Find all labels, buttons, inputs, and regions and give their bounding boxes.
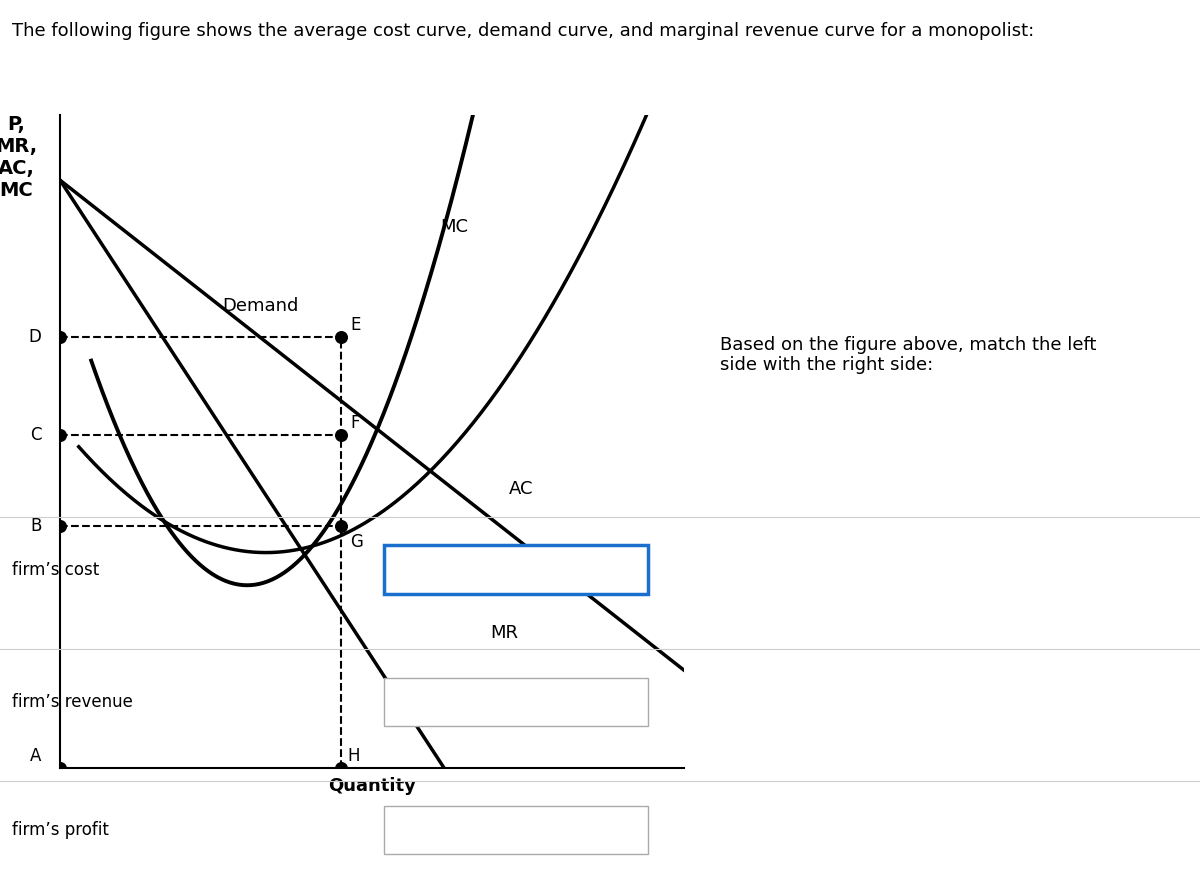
Point <box>331 330 350 344</box>
Text: B: B <box>30 517 41 535</box>
Text: AC: AC <box>509 479 534 498</box>
Y-axis label: P,
MR,
AC,
MC: P, MR, AC, MC <box>0 115 37 200</box>
Text: Based on the figure above, match the left
side with the right side:: Based on the figure above, match the lef… <box>720 336 1097 374</box>
Point <box>50 761 70 775</box>
Text: ∨: ∨ <box>626 823 638 837</box>
Text: ∨: ∨ <box>626 695 638 709</box>
Text: D: D <box>29 328 41 346</box>
Text: ∨: ∨ <box>626 562 638 577</box>
Point <box>50 330 70 344</box>
Text: A: A <box>30 747 41 765</box>
Text: firm’s profit: firm’s profit <box>12 821 109 839</box>
Text: G: G <box>350 533 364 551</box>
Point <box>331 761 350 775</box>
Text: F: F <box>350 414 360 432</box>
Point <box>50 519 70 533</box>
Text: The following figure shows the average cost curve, demand curve, and marginal re: The following figure shows the average c… <box>12 22 1034 40</box>
Text: [ Choose ]: [ Choose ] <box>420 561 505 578</box>
Point <box>331 428 350 442</box>
Text: MR: MR <box>491 623 518 642</box>
Point <box>50 428 70 442</box>
Text: MC: MC <box>440 218 469 237</box>
Text: [ Choose ]: [ Choose ] <box>420 693 505 711</box>
Text: [ Choose ]: [ Choose ] <box>420 821 505 839</box>
Point <box>331 519 350 533</box>
Text: E: E <box>350 316 360 334</box>
Text: Demand: Demand <box>222 297 299 315</box>
X-axis label: Quantity: Quantity <box>328 776 416 795</box>
Text: firm’s revenue: firm’s revenue <box>12 693 133 711</box>
Text: C: C <box>30 426 41 444</box>
Text: H: H <box>347 747 360 765</box>
Text: firm’s cost: firm’s cost <box>12 561 100 578</box>
